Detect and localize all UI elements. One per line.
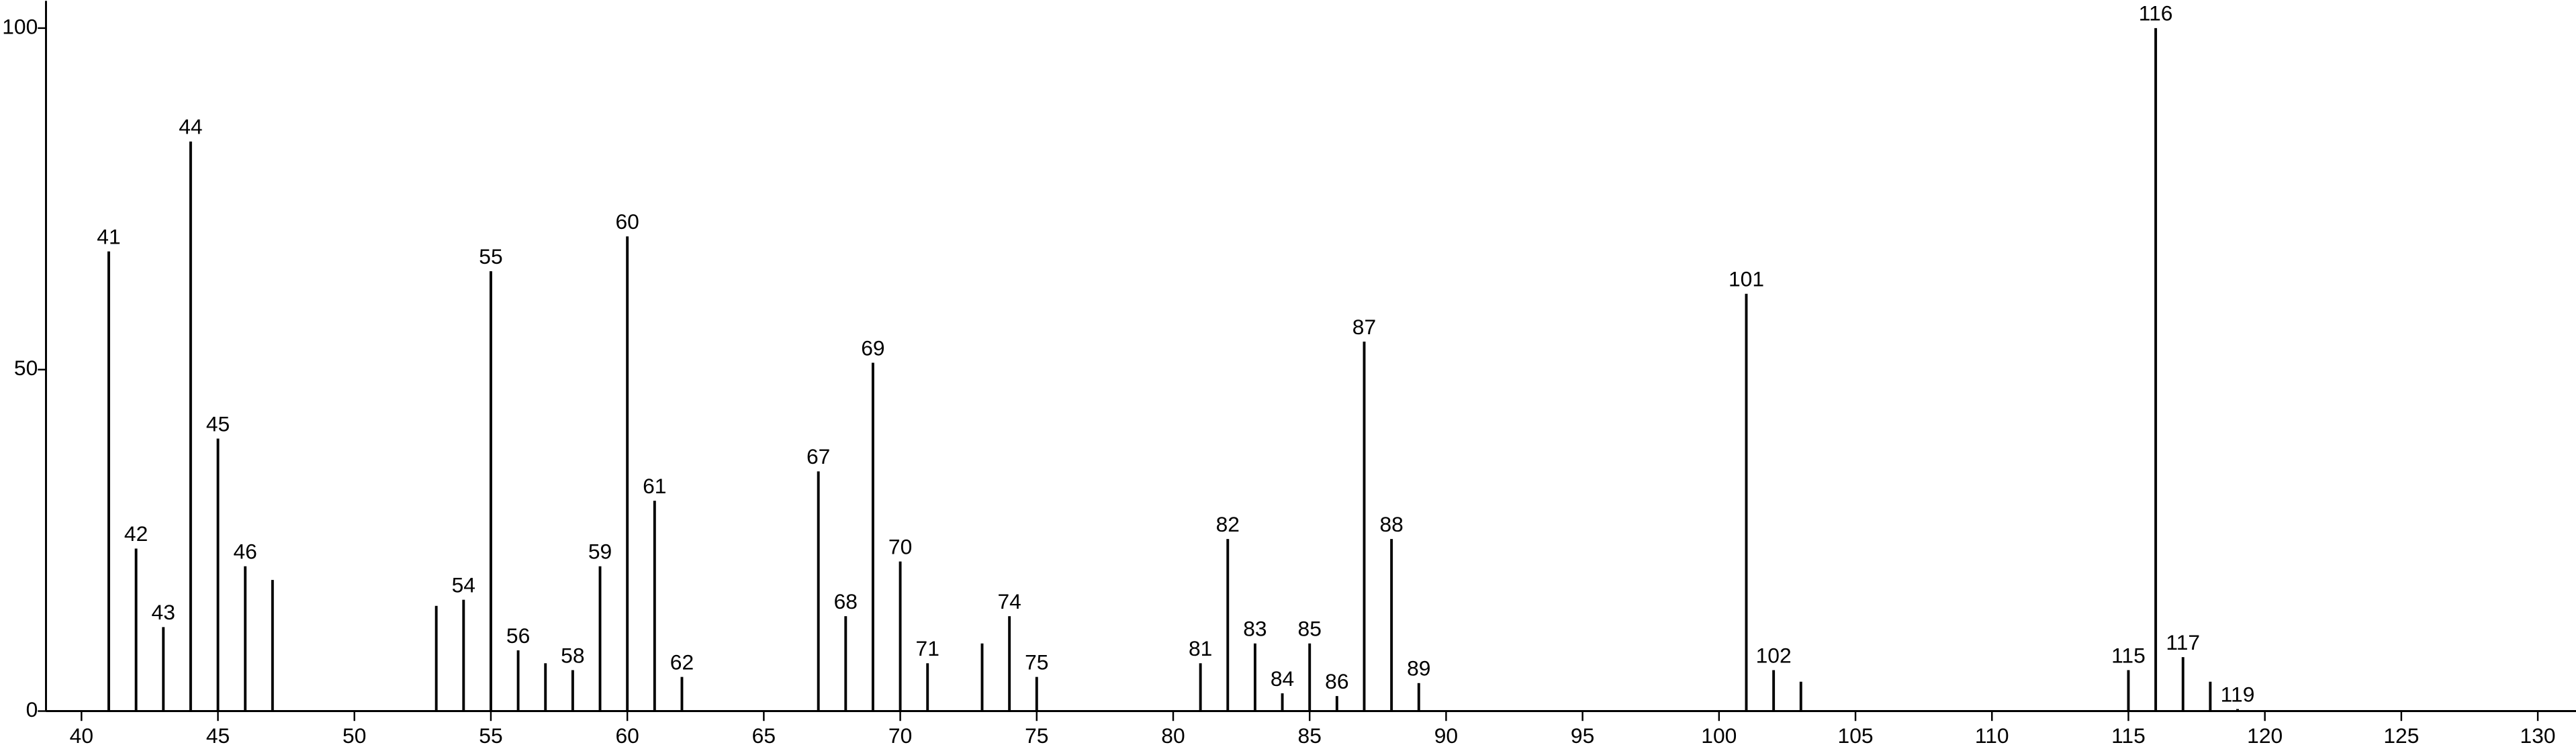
peak-label: 88 (1379, 512, 1403, 536)
peak-label: 68 (834, 589, 858, 613)
peak-label: 69 (861, 336, 884, 360)
peak-label: 60 (615, 209, 639, 234)
y-tick-label: 0 (26, 697, 38, 721)
peak-label: 75 (1025, 650, 1048, 674)
peak-label: 55 (479, 244, 502, 268)
peak-label: 119 (2221, 682, 2255, 706)
x-tick-label: 120 (2247, 723, 2283, 748)
peak-label: 43 (152, 600, 175, 624)
x-tick-label: 80 (1161, 723, 1185, 748)
peak-label: 86 (1325, 669, 1348, 693)
peak-label: 74 (997, 589, 1021, 613)
x-tick-label: 110 (1975, 723, 2009, 748)
peak-label: 83 (1243, 617, 1267, 641)
x-tick-label: 95 (1571, 723, 1594, 748)
peak-label: 87 (1352, 315, 1376, 339)
peak-label: 59 (588, 540, 612, 564)
peak-label: 44 (179, 115, 202, 139)
x-tick-label: 55 (479, 723, 502, 748)
peak-label: 45 (206, 411, 230, 436)
x-tick-label: 130 (2520, 723, 2556, 748)
x-tick-label: 70 (888, 723, 912, 748)
peak-label: 117 (2166, 630, 2200, 654)
x-tick-label: 85 (1298, 723, 1322, 748)
peak-label: 42 (124, 521, 148, 546)
x-tick-label: 125 (2383, 723, 2419, 748)
x-tick-label: 100 (1701, 723, 1737, 748)
peak-label: 102 (1756, 643, 1792, 667)
y-tick-label: 50 (14, 356, 38, 380)
x-tick-label: 75 (1025, 723, 1048, 748)
peak-label: 81 (1189, 636, 1212, 660)
x-tick-label: 45 (206, 723, 230, 748)
x-tick-label: 50 (342, 723, 366, 748)
peak-label: 116 (2139, 1, 2173, 26)
peak-label: 84 (1271, 666, 1294, 691)
peak-label: 89 (1407, 656, 1430, 681)
peak-label: 82 (1216, 512, 1240, 536)
x-tick-label: 105 (1838, 723, 1874, 748)
peak-label: 101 (1729, 267, 1764, 291)
peak-label: 71 (916, 636, 939, 660)
peak-label: 61 (643, 474, 666, 498)
x-tick-label: 40 (70, 723, 93, 748)
peak-label: 54 (452, 572, 475, 597)
x-tick-label: 60 (615, 723, 639, 748)
peak-label: 56 (506, 623, 530, 648)
x-tick-label: 65 (752, 723, 776, 748)
peak-label: 70 (888, 534, 912, 558)
peak-label: 58 (561, 643, 584, 667)
x-tick-label: 90 (1434, 723, 1458, 748)
peak-label: 41 (97, 224, 120, 248)
peak-label: 85 (1298, 617, 1322, 641)
y-tick-label: 100 (2, 14, 38, 38)
peak-label: 67 (807, 444, 830, 468)
x-tick-label: 115 (2111, 723, 2146, 748)
peak-label: 46 (233, 540, 257, 564)
peak-label: 115 (2111, 643, 2146, 667)
peak-label: 62 (670, 650, 694, 674)
